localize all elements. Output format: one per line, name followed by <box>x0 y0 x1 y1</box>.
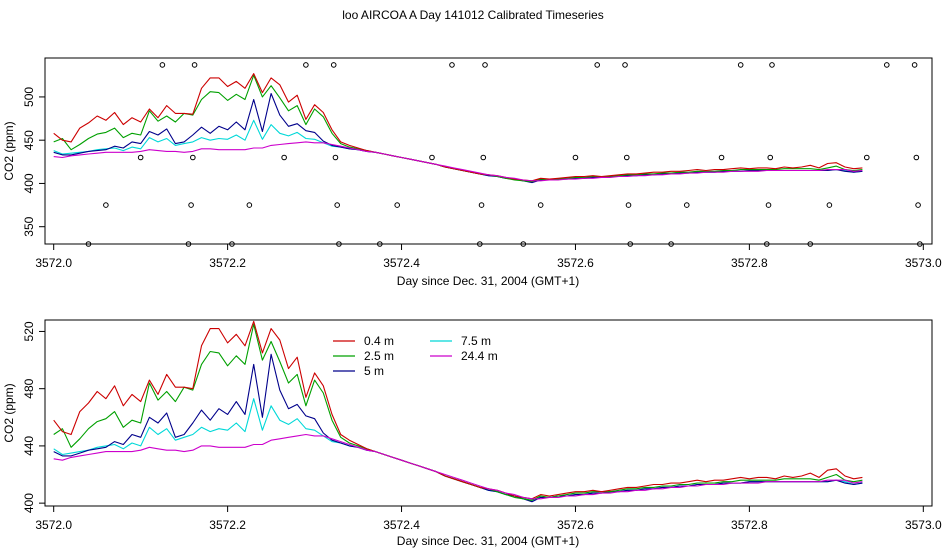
calibration-marker <box>718 154 725 161</box>
series-line-0-4-m-bottom <box>53 320 863 500</box>
legend-label: 0.4 m <box>364 334 394 348</box>
x-tick-label: 3572.8 <box>731 256 768 270</box>
calibration-marker <box>246 202 253 208</box>
calibration-marker <box>807 241 814 247</box>
y-axis-bottom: 400 440 480 520 <box>22 321 45 513</box>
series-line-7-5-m-bottom <box>53 398 863 501</box>
calibration-marker <box>376 241 383 247</box>
calibration-marker <box>826 202 833 208</box>
calibration-marker <box>737 62 744 68</box>
calibration-marker <box>303 62 309 68</box>
y-tick-label: 350 <box>22 216 36 236</box>
series-lines-top <box>53 73 863 184</box>
calibration-marker <box>537 202 544 208</box>
series-lines-bottom <box>53 320 863 503</box>
calibration-marker <box>913 154 920 161</box>
series-line-2-5-m-top <box>53 74 863 183</box>
series-line-24-4-m-bottom <box>53 433 863 500</box>
y-tick-label: 450 <box>22 130 36 150</box>
calibration-marker <box>229 241 235 247</box>
x-tick-label: 3572.4 <box>383 256 420 270</box>
calibration-marker <box>917 241 923 247</box>
plot-frame-top <box>44 57 933 245</box>
x-tick-label: 3572.0 <box>35 518 72 532</box>
x-tick-label: 3573.0 <box>905 256 942 270</box>
calibration-marker <box>482 62 488 68</box>
calibration-marker <box>520 241 527 247</box>
y-axis-label-top: CO2 (ppm) <box>2 121 16 180</box>
series-line-0-4-m-top <box>53 73 863 182</box>
calibration-marker <box>883 62 890 68</box>
y-tick-label: 500 <box>22 87 36 107</box>
calibration-marker <box>572 154 579 161</box>
calibration-marker <box>767 154 774 161</box>
x-tick-label: 3572.0 <box>35 256 72 270</box>
calibration-marker <box>185 241 192 247</box>
y-tick-label: 400 <box>22 493 36 513</box>
x-axis-label-bottom: Day since Dec. 31, 2004 (GMT+1) <box>397 534 579 548</box>
x-tick-label: 3572.8 <box>731 518 768 532</box>
calibration-marker <box>330 62 337 68</box>
calibration-marker <box>911 62 918 68</box>
x-tick-label: 3572.6 <box>557 518 594 532</box>
x-axis-top: 3572.0 3572.2 3572.4 3572.6 3572.8 3573.0 <box>35 244 942 270</box>
series-line-5-m-bottom <box>53 353 863 503</box>
y-tick-label: 440 <box>22 436 36 456</box>
x-tick-label: 3572.4 <box>383 518 420 532</box>
calibration-marker <box>449 62 455 68</box>
x-tick-label: 3572.2 <box>209 256 246 270</box>
x-axis-bottom: 3572.0 3572.2 3572.4 3572.6 3572.8 3573.0 <box>35 506 942 532</box>
calibration-markers <box>85 62 923 247</box>
chart-top: 3572.0 3572.2 3572.4 3572.6 3572.8 3573.0 350… <box>2 57 942 288</box>
calibration-marker <box>336 241 342 247</box>
legend-label: 2.5 m <box>364 349 394 363</box>
calibration-marker <box>627 241 634 247</box>
x-tick-label: 3572.6 <box>557 256 594 270</box>
calibration-marker <box>103 202 109 208</box>
calibration-marker <box>765 202 772 208</box>
calibration-marker <box>625 202 632 208</box>
legend-label: 7.5 m <box>461 334 491 348</box>
calibration-marker <box>763 241 770 247</box>
x-tick-label: 3573.0 <box>905 518 942 532</box>
x-axis-label-top: Day since Dec. 31, 2004 (GMT+1) <box>397 274 579 288</box>
calibration-marker <box>332 154 339 161</box>
calibration-marker <box>188 202 194 208</box>
figure-title: loo AIRCOA A Day 141012 Calibrated Times… <box>342 8 603 22</box>
calibration-marker <box>863 154 870 161</box>
chart-bottom: 3572.0 3572.2 3572.4 3572.6 3572.8 3573.0 400… <box>2 319 942 548</box>
plot-frame-bottom <box>44 319 933 507</box>
legend-label: 24.4 m <box>461 349 498 363</box>
calibration-marker <box>159 62 166 68</box>
calibration-marker <box>915 202 921 208</box>
calibration-marker <box>668 241 674 247</box>
calibration-marker <box>769 62 775 68</box>
calibration-marker <box>191 62 198 68</box>
x-tick-label: 3572.2 <box>209 518 246 532</box>
y-axis-top: 350 400 450 500 <box>22 87 45 237</box>
calibration-marker <box>480 154 487 161</box>
legend: 0.4 m2.5 m5 m 7.5 m24.4 m <box>333 334 498 378</box>
legend-label: 5 m <box>364 364 384 378</box>
calibration-marker <box>137 154 144 161</box>
y-tick-label: 400 <box>22 173 36 193</box>
series-line-2-5-m-bottom <box>53 323 863 501</box>
calibration-marker <box>334 202 340 208</box>
calibration-marker <box>623 154 630 161</box>
calibration-marker <box>394 202 400 208</box>
calibration-marker <box>478 202 485 208</box>
y-tick-label: 520 <box>22 321 36 341</box>
calibration-marker <box>429 154 435 161</box>
calibration-marker <box>594 62 601 68</box>
calibration-marker <box>477 241 483 247</box>
calibration-marker <box>281 154 287 161</box>
y-axis-label-bottom: CO2 (ppm) <box>2 383 16 442</box>
calibration-marker <box>683 202 690 208</box>
y-tick-label: 480 <box>22 378 36 398</box>
series-line-24-4-m-top <box>53 141 863 182</box>
calibration-marker <box>85 241 92 247</box>
calibration-marker <box>622 62 628 68</box>
calibration-marker <box>190 154 196 161</box>
